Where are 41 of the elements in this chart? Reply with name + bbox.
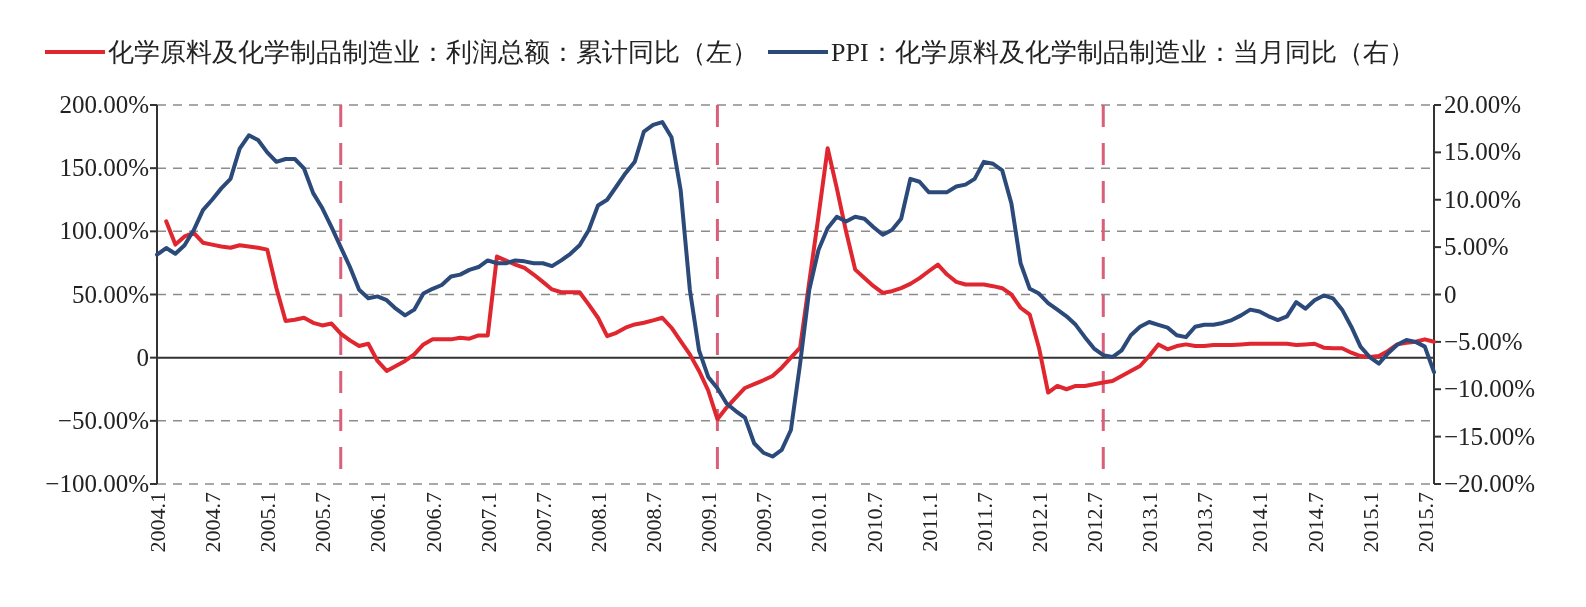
x-tick-label: 2007.1 [475, 492, 501, 553]
x-tick-label: 2005.7 [310, 492, 336, 553]
y2-tick-label: 15.00% [1444, 138, 1522, 166]
y2-tick-label: 10.00% [1444, 185, 1522, 213]
y2-tick-label: −20.00% [1444, 470, 1536, 497]
x-tick-label: 2012.1 [1026, 492, 1052, 553]
x-tick-label: 2006.7 [420, 492, 446, 553]
x-tick-label: 2008.7 [641, 492, 667, 553]
legend-label: PPI：化学原料及化学制品制造业：当月同比（右） [831, 38, 1415, 67]
x-tick-label: 2013.1 [1137, 492, 1163, 553]
x-tick-label: 2011.1 [916, 492, 942, 552]
y-tick-label: 100.00% [59, 217, 149, 245]
x-tick-label: 2014.7 [1302, 492, 1328, 553]
y2-tick-label: 5.00% [1444, 233, 1509, 261]
x-tick-label: 2007.7 [530, 492, 556, 553]
x-tick-label: 2005.1 [255, 492, 281, 553]
x-tick-label: 2006.1 [365, 492, 391, 553]
x-tick-label: 2004.7 [200, 492, 226, 553]
legend-label: 化学原料及化学制品制造业：利润总额：累计同比（左） [108, 38, 758, 67]
x-tick-label: 2015.7 [1412, 492, 1438, 553]
x-tick-label: 2011.7 [971, 492, 997, 552]
y-tick-label: 200.00% [59, 91, 149, 118]
y-tick-label: 150.00% [59, 154, 149, 182]
x-tick-label: 2009.7 [751, 492, 777, 553]
x-tick-label: 2015.1 [1357, 492, 1383, 553]
x-tick-label: 2014.1 [1247, 492, 1273, 553]
x-tick-label: 2009.1 [696, 492, 722, 553]
y2-tick-label: −15.00% [1444, 422, 1536, 450]
y2-tick-label: −10.00% [1444, 375, 1536, 403]
y-tick-label: −50.00% [57, 406, 149, 434]
y2-tick-label: −5.00% [1444, 327, 1523, 355]
x-tick-label: 2010.7 [861, 492, 887, 553]
x-tick-label: 2012.7 [1082, 492, 1108, 553]
line-series [164, 146, 1436, 422]
x-tick-label: 2008.1 [585, 492, 611, 553]
x-tick-label: 2010.1 [806, 492, 832, 553]
y-tick-label: 50.00% [71, 280, 149, 308]
y-tick-label: 0 [136, 343, 149, 371]
x-tick-label: 2013.7 [1192, 492, 1218, 553]
y2-tick-label: 0 [1444, 280, 1457, 308]
y2-tick-label: 20.00% [1444, 91, 1522, 118]
